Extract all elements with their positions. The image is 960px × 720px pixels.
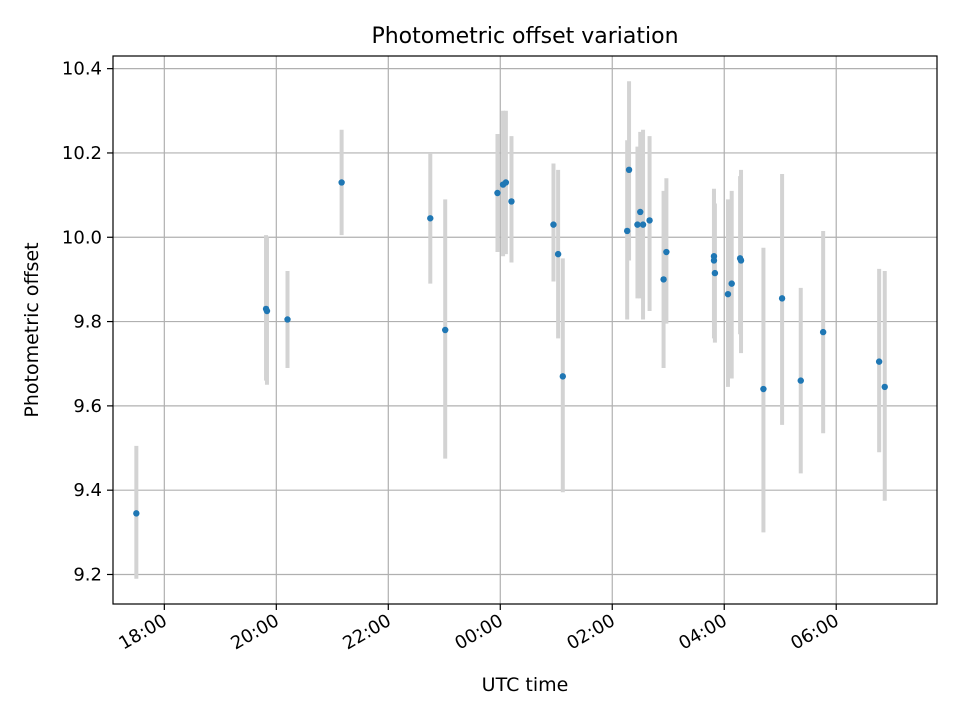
plot-area-frame: [112, 55, 938, 605]
data-point: [760, 385, 767, 393]
data-point: [338, 179, 345, 186]
data-point: [663, 248, 670, 256]
data-point: [737, 257, 745, 264]
chart-title: Photometric offset variation: [371, 24, 678, 49]
y-tick-label: 9.8: [73, 312, 102, 333]
error-bars: [134, 81, 887, 579]
data-point: [427, 215, 434, 222]
data-point: [875, 358, 883, 365]
data-point: [502, 179, 510, 186]
data-point: [442, 326, 449, 334]
y-tick-label: 9.4: [73, 480, 102, 501]
data-point: [797, 377, 804, 384]
data-point: [133, 510, 140, 517]
y-tick-label: 10.0: [62, 227, 102, 248]
data-point: [625, 166, 633, 174]
data-point: [724, 290, 732, 298]
data-point: [639, 221, 647, 228]
x-tick-label: 06:00: [787, 610, 842, 654]
data-point: [819, 328, 827, 336]
y-tick-label: 9.6: [73, 396, 102, 417]
axis-ticks: 18:00 20:00 22:00 00:00 02:00 04:00 06:00 9.2 9.…: [62, 59, 843, 655]
data-point: [778, 295, 786, 302]
data-point: [710, 257, 718, 264]
x-tick-label: 02:00: [563, 610, 618, 654]
y-tick-label: 10.4: [62, 59, 102, 80]
y-tick-label: 9.2: [73, 564, 102, 585]
data-point: [623, 227, 631, 235]
x-axis-label: UTC time: [482, 674, 569, 696]
data-point: [550, 221, 557, 228]
data-point: [728, 280, 735, 287]
data-point: [881, 383, 888, 391]
x-tick-label: 18:00: [115, 610, 170, 654]
data-point: [637, 208, 644, 216]
data-point: [263, 307, 271, 315]
data-point: [494, 189, 501, 197]
data-point: [634, 221, 641, 228]
x-tick-label: 22:00: [339, 610, 394, 654]
data-point: [554, 250, 562, 258]
data-point: [284, 316, 291, 323]
x-tick-label: 00:00: [451, 610, 506, 654]
data-points: [133, 166, 888, 517]
x-tick-label: 04:00: [675, 610, 730, 654]
data-point: [646, 217, 653, 224]
grid-lines: [113, 56, 937, 604]
data-point: [711, 269, 719, 277]
data-point: [660, 276, 667, 283]
data-point: [559, 373, 566, 380]
x-tick-label: 20:00: [227, 610, 282, 654]
y-tick-label: 10.2: [62, 143, 102, 164]
data-point: [508, 198, 515, 205]
y-axis-label: Photometric offset: [21, 242, 43, 417]
